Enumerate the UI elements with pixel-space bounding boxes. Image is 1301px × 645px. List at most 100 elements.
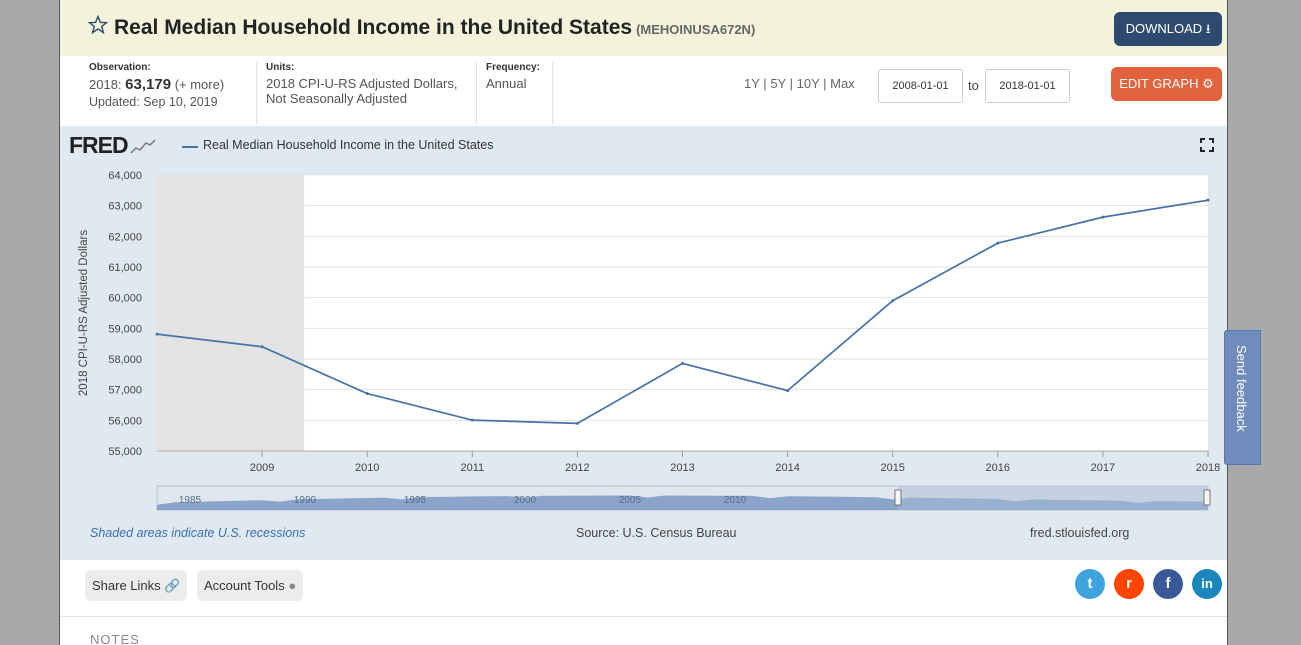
- navigator-label: 1985: [179, 495, 202, 506]
- frequency-label: Frequency:: [486, 62, 540, 73]
- page-title: Real Median Household Income in the Unit…: [114, 16, 756, 39]
- navigator-handle-right: [1203, 489, 1211, 506]
- observation-value: 63,179: [125, 76, 172, 93]
- divider: [476, 62, 477, 124]
- updated-date: Updated: Sep 10, 2019: [89, 95, 218, 109]
- x-tick-label: 2010: [355, 462, 379, 474]
- x-tick-label: 2018: [1196, 462, 1220, 474]
- divider: [256, 62, 257, 124]
- data-point: [891, 299, 895, 303]
- y-tick-label: 58,000: [108, 354, 142, 366]
- x-tick-label: 2015: [880, 462, 904, 474]
- divider: [60, 616, 1227, 617]
- x-tick-label: 2011: [460, 462, 484, 474]
- frequency-value: Annual: [486, 76, 527, 91]
- x-tick-label: 2013: [670, 462, 694, 474]
- share-links-button[interactable]: Share Links 🔗: [85, 570, 188, 601]
- data-point: [155, 332, 159, 336]
- data-point: [365, 392, 369, 396]
- range-separator: |: [763, 76, 767, 91]
- data-point: [470, 418, 474, 422]
- y-tick-label: 64,000: [108, 170, 142, 182]
- date-to-label: to: [968, 78, 979, 93]
- page: Real Median Household Income in the Unit…: [59, 0, 1228, 645]
- star-icon[interactable]: [88, 15, 108, 35]
- download-label: DOWNLOAD: [1125, 21, 1203, 36]
- legend-label: Real Median Household Income in the Unit…: [203, 138, 494, 152]
- notes-heading: NOTES: [90, 632, 140, 645]
- account-tools-button[interactable]: Account Tools ●: [197, 570, 304, 601]
- observation-label: Observation:: [89, 62, 151, 73]
- y-tick-label: 60,000: [108, 293, 142, 305]
- account-tools-label: Account Tools: [204, 578, 285, 593]
- send-feedback-label: Send feedback: [1234, 345, 1249, 432]
- range-separator: |: [823, 76, 827, 91]
- units-line-1: 2018 CPI-U-RS Adjusted Dollars,: [266, 76, 458, 91]
- edit-graph-button[interactable]: EDIT GRAPH ⚙: [1111, 67, 1222, 101]
- data-point: [1206, 198, 1210, 202]
- data-point: [996, 241, 1000, 245]
- y-tick-label: 57,000: [108, 385, 142, 397]
- linkedin-icon[interactable]: in: [1192, 569, 1222, 599]
- data-point: [1101, 215, 1105, 219]
- plot-background: [157, 175, 1208, 451]
- navigator-label: 1990: [294, 495, 317, 506]
- units-label: Units:: [266, 62, 295, 73]
- graph-area: FRED Real Median Household Income in the…: [60, 126, 1227, 560]
- send-feedback-tab[interactable]: Send feedback: [1224, 330, 1261, 465]
- range-max[interactable]: Max: [830, 76, 855, 91]
- recession-note: Shaded areas indicate U.S. recessions: [90, 526, 306, 540]
- site-link[interactable]: fred.stlouisfed.org: [1030, 526, 1130, 540]
- range-1y[interactable]: 1Y: [744, 76, 760, 91]
- range-10y[interactable]: 10Y: [796, 76, 820, 91]
- twitter-icon[interactable]: t: [1075, 569, 1105, 599]
- y-tick-label: 62,000: [108, 231, 142, 243]
- title-bar: Real Median Household Income in the Unit…: [60, 0, 1227, 56]
- y-axis-label: 2018 CPI-U-RS Adjusted Dollars: [78, 230, 90, 396]
- observation-block: Observation: 2018: 63,179 (+ more) Updat…: [89, 62, 224, 109]
- series-id: (MEHOINUSA672N): [636, 22, 756, 37]
- x-tick-label: 2016: [986, 462, 1010, 474]
- observation-more-link[interactable]: (+ more): [174, 77, 225, 92]
- end-date-input[interactable]: 2018-01-01: [985, 69, 1070, 103]
- divider: [552, 62, 553, 124]
- navigator-label: 2000: [514, 495, 537, 506]
- gear-icon: ⚙: [1202, 76, 1214, 91]
- data-point: [681, 361, 684, 365]
- range-5y[interactable]: 5Y: [770, 76, 786, 91]
- navigator-handle-left: [894, 489, 902, 506]
- range-selector: 1Y | 5Y | 10Y | Max: [744, 76, 855, 91]
- x-tick-label: 2014: [775, 462, 799, 474]
- y-tick-label: 55,000: [108, 446, 142, 458]
- y-tick-label: 61,000: [108, 262, 142, 274]
- navigator-label: 2010: [724, 495, 747, 506]
- x-tick-label: 2009: [250, 462, 274, 474]
- recession-band: [157, 175, 305, 451]
- units-block: Units: 2018 CPI-U-RS Adjusted Dollars, N…: [266, 62, 457, 106]
- edit-graph-label: EDIT GRAPH: [1119, 76, 1199, 91]
- reddit-icon[interactable]: r: [1114, 569, 1144, 599]
- x-tick-label: 2012: [565, 462, 589, 474]
- y-tick-label: 63,000: [108, 201, 142, 213]
- navigator-selection: [898, 486, 1208, 510]
- download-button[interactable]: DOWNLOAD ⭳: [1114, 12, 1222, 46]
- y-tick-label: 59,000: [108, 323, 142, 335]
- facebook-icon[interactable]: f: [1153, 569, 1183, 599]
- data-point: [575, 421, 579, 425]
- data-point: [260, 345, 264, 349]
- range-separator: |: [789, 76, 793, 91]
- frequency-block: Frequency: Annual: [486, 62, 540, 91]
- link-icon: 🔗: [164, 578, 181, 593]
- observation-year: 2018:: [89, 77, 122, 92]
- data-point: [786, 389, 790, 393]
- line-chart[interactable]: 55,000 56,000 57,000 58,000 59,000 60,000 61,0…: [60, 126, 1227, 516]
- y-tick-label: 56,000: [108, 415, 142, 427]
- legend-swatch: [182, 146, 198, 148]
- x-tick-label: 2017: [1091, 462, 1115, 474]
- user-icon: ●: [288, 578, 297, 593]
- source-text: Source: U.S. Census Bureau: [576, 526, 737, 540]
- start-date-input[interactable]: 2008-01-01: [878, 69, 963, 103]
- fullscreen-icon[interactable]: [1200, 138, 1214, 152]
- navigator-label: 2005: [619, 495, 642, 506]
- download-icon: ⭳: [1205, 21, 1211, 36]
